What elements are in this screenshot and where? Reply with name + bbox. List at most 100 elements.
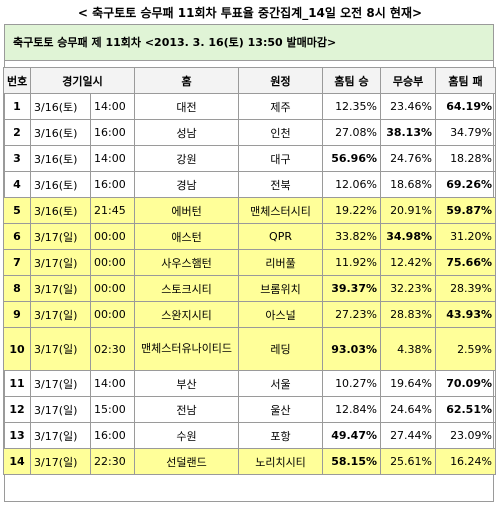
home-win-rate: 49.47%	[322, 422, 382, 449]
header-no: 번호	[3, 67, 31, 94]
home-loss-rate: 18.28%	[435, 145, 497, 172]
header-home-loss: 홈팀 패	[435, 67, 497, 94]
table-row: 10 3/17(일) 02:30 맨체스터유나이티드 레딩 93.03% 4.38% 2.59…	[3, 327, 497, 371]
match-date: 3/16(토)	[30, 171, 91, 198]
home-loss-rate: 64.19%	[435, 93, 497, 120]
draw-rate: 34.98%	[380, 223, 437, 250]
draw-rate: 24.76%	[380, 145, 437, 172]
away-team: 노리치시티	[238, 448, 324, 475]
home-loss-rate: 28.39%	[435, 275, 497, 302]
page-title: < 축구토토 승무패 11회차 투표율 중간집계_14일 오전 8시 현재>	[77, 6, 423, 20]
draw-rate: 4.38%	[380, 327, 437, 371]
match-time: 02:30	[89, 327, 136, 371]
home-team: 부산	[134, 370, 240, 397]
home-loss-rate: 2.59%	[435, 327, 497, 371]
away-team: 울산	[238, 396, 324, 423]
table-row: 2 3/16(토) 16:00 성남 인천 27.08% 38.13% 34.79%	[3, 119, 497, 146]
match-time: 14:00	[89, 370, 136, 397]
row-number: 3	[3, 145, 31, 172]
home-win-rate: 27.23%	[322, 301, 382, 328]
home-win-rate: 58.15%	[322, 448, 382, 475]
table-row: 9 3/17(일) 00:00 스완지시티 아스널 27.23% 28.83% 43.93%	[3, 301, 497, 328]
home-win-rate: 12.35%	[322, 93, 382, 120]
vote-rate-table: 번호 경기일시 홈 원정 홈팀 승 무승부 홈팀 패 1 3/16(토) 14:00…	[3, 67, 497, 475]
table-body: 1 3/16(토) 14:00 대전 제주 12.35% 23.46% 64.19% 2 3/16…	[3, 93, 497, 475]
draw-rate: 12.42%	[380, 249, 437, 276]
header-home-win: 홈팀 승	[322, 67, 382, 94]
away-team: 대구	[238, 145, 324, 172]
away-team: 제주	[238, 93, 324, 120]
match-date: 3/16(토)	[30, 119, 91, 146]
match-date: 3/17(일)	[30, 249, 91, 276]
home-loss-rate: 23.09%	[435, 422, 497, 449]
home-win-rate: 27.08%	[322, 119, 382, 146]
table-header-row: 번호 경기일시 홈 원정 홈팀 승 무승부 홈팀 패	[3, 67, 497, 94]
match-date: 3/17(일)	[30, 301, 91, 328]
row-number: 1	[3, 93, 31, 120]
draw-rate: 18.68%	[380, 171, 437, 198]
row-number: 4	[3, 171, 31, 198]
home-loss-rate: 31.20%	[435, 223, 497, 250]
draw-rate: 19.64%	[380, 370, 437, 397]
home-team: 전남	[134, 396, 240, 423]
header-datetime: 경기일시	[29, 67, 136, 94]
draw-rate: 27.44%	[380, 422, 437, 449]
away-team: 전북	[238, 171, 324, 198]
row-number: 6	[3, 223, 31, 250]
table-row: 13 3/17(일) 16:00 수원 포항 49.47% 27.44% 23.09%	[3, 422, 497, 449]
home-win-rate: 39.37%	[322, 275, 382, 302]
home-loss-rate: 43.93%	[435, 301, 497, 328]
match-time: 16:00	[89, 119, 136, 146]
match-time: 00:00	[89, 223, 136, 250]
row-number: 7	[3, 249, 31, 276]
away-team: 인천	[238, 119, 324, 146]
away-team: 맨체스터시티	[238, 197, 324, 224]
header-draw: 무승부	[380, 67, 437, 94]
home-loss-rate: 75.66%	[435, 249, 497, 276]
match-date: 3/17(일)	[30, 396, 91, 423]
home-win-rate: 93.03%	[322, 327, 382, 371]
home-win-rate: 11.92%	[322, 249, 382, 276]
home-win-rate: 12.84%	[322, 396, 382, 423]
home-team: 수원	[134, 422, 240, 449]
away-team: 리버풀	[238, 249, 324, 276]
draw-rate: 38.13%	[380, 119, 437, 146]
match-date: 3/16(토)	[30, 197, 91, 224]
home-team: 맨체스터유나이티드	[134, 327, 240, 371]
row-number: 9	[3, 301, 31, 328]
home-win-rate: 19.22%	[322, 197, 382, 224]
home-team: 에버턴	[134, 197, 240, 224]
home-win-rate: 10.27%	[322, 370, 382, 397]
draw-rate: 32.23%	[380, 275, 437, 302]
home-win-rate: 33.82%	[322, 223, 382, 250]
home-team: 성남	[134, 119, 240, 146]
home-loss-rate: 34.79%	[435, 119, 497, 146]
home-team: 선덜랜드	[134, 448, 240, 475]
table-row: 12 3/17(일) 15:00 전남 울산 12.84% 24.64% 62.51%	[3, 396, 497, 423]
draw-rate: 20.91%	[380, 197, 437, 224]
match-date: 3/17(일)	[30, 327, 91, 371]
draw-rate: 23.46%	[380, 93, 437, 120]
home-loss-rate: 70.09%	[435, 370, 497, 397]
home-team: 대전	[134, 93, 240, 120]
table-row: 11 3/17(일) 14:00 부산 서울 10.27% 19.64% 70.09%	[3, 370, 497, 397]
row-number: 13	[3, 422, 31, 449]
table-row: 4 3/16(토) 16:00 경남 전북 12.06% 18.68% 69.26%	[3, 171, 497, 198]
home-team: 애스턴	[134, 223, 240, 250]
draw-rate: 25.61%	[380, 448, 437, 475]
away-team: QPR	[238, 223, 324, 250]
away-team: 포항	[238, 422, 324, 449]
away-team: 브롬위치	[238, 275, 324, 302]
match-time: 14:00	[89, 93, 136, 120]
match-date: 3/17(일)	[30, 448, 91, 475]
table-row: 5 3/16(토) 21:45 에버턴 맨체스터시티 19.22% 20.91% 59.87%	[3, 197, 497, 224]
match-date: 3/17(일)	[30, 370, 91, 397]
row-number: 14	[3, 448, 31, 475]
match-time: 21:45	[89, 197, 136, 224]
match-time: 16:00	[89, 422, 136, 449]
row-number: 2	[3, 119, 31, 146]
home-win-rate: 12.06%	[322, 171, 382, 198]
row-number: 11	[3, 370, 31, 397]
table-row: 8 3/17(일) 00:00 스토크시티 브롬위치 39.37% 32.23% 28.39%	[3, 275, 497, 302]
home-team: 스토크시티	[134, 275, 240, 302]
